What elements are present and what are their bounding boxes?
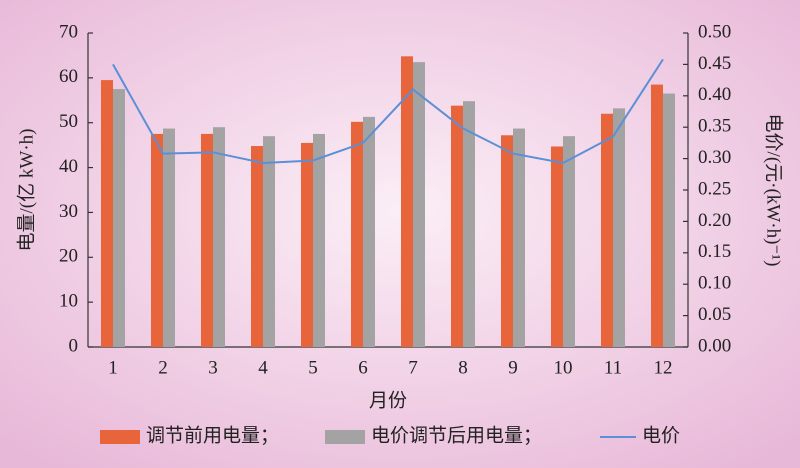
y2-tick-label: 0.00 (698, 335, 731, 356)
bar (513, 128, 525, 347)
bar (363, 116, 375, 347)
y2-tick-label: 0.15 (698, 241, 731, 262)
y2-tick-label: 0.20 (698, 210, 731, 231)
bar (313, 133, 325, 347)
y-tick-label: 0 (69, 335, 79, 356)
bar (213, 127, 225, 347)
legend-label: 调节前用电量； (146, 424, 279, 446)
bar (113, 89, 125, 348)
bar (451, 105, 463, 347)
legend-label: 电价 (642, 424, 680, 446)
y-tick-label: 10 (59, 291, 78, 312)
x-axis-label: 月份 (369, 389, 407, 411)
y2-tick-label: 0.10 (698, 273, 731, 294)
bar (413, 62, 425, 348)
bar (651, 84, 663, 347)
x-tick-label: 8 (458, 357, 468, 378)
y2-tick-label: 0.50 (698, 21, 731, 42)
bar (601, 113, 613, 347)
bar (151, 133, 163, 347)
bar (251, 146, 263, 347)
x-tick-label: 10 (554, 357, 573, 378)
x-tick-label: 7 (408, 357, 418, 378)
y2-tick-label: 0.30 (698, 147, 731, 168)
y2-tick-label: 0.05 (698, 304, 731, 325)
y-tick-label: 20 (59, 246, 78, 267)
x-tick-label: 4 (258, 357, 268, 378)
y2-tick-label: 0.45 (698, 53, 731, 74)
y-tick-label: 40 (59, 156, 78, 177)
x-tick-label: 5 (308, 357, 318, 378)
y2-axis-label: 电价/(元·(kW·h)⁻¹) (763, 114, 785, 267)
y-tick-label: 50 (59, 111, 78, 132)
bar (501, 135, 513, 347)
x-tick-label: 11 (604, 357, 622, 378)
line (112, 58, 664, 165)
bar (551, 146, 563, 347)
bar (463, 101, 475, 347)
y-axis-label: 电量/(亿 kW·h) (15, 129, 37, 252)
x-tick-label: 9 (508, 357, 518, 378)
y-tick-label: 60 (59, 66, 78, 87)
bar (163, 128, 175, 347)
bar (613, 108, 625, 347)
bar (563, 136, 575, 347)
x-tick-label: 2 (158, 357, 168, 378)
x-tick-label: 6 (358, 357, 368, 378)
legend-swatch (325, 430, 365, 444)
bar (401, 56, 413, 347)
bar (351, 121, 363, 348)
y2-tick-label: 0.40 (698, 84, 731, 105)
x-tick-label: 1 (108, 357, 118, 378)
legend-label: 电价调节后用电量； (371, 424, 542, 446)
bar (201, 133, 213, 347)
bar (301, 142, 313, 347)
y2-tick-label: 0.25 (698, 178, 731, 199)
x-tick-label: 12 (654, 357, 673, 378)
bar (101, 80, 113, 347)
y-tick-label: 30 (59, 201, 78, 222)
bar (263, 136, 275, 347)
y-tick-label: 70 (59, 21, 78, 42)
x-tick-label: 3 (208, 357, 218, 378)
legend-swatch (100, 430, 140, 444)
bar (663, 93, 675, 347)
y2-tick-label: 0.35 (698, 116, 731, 137)
